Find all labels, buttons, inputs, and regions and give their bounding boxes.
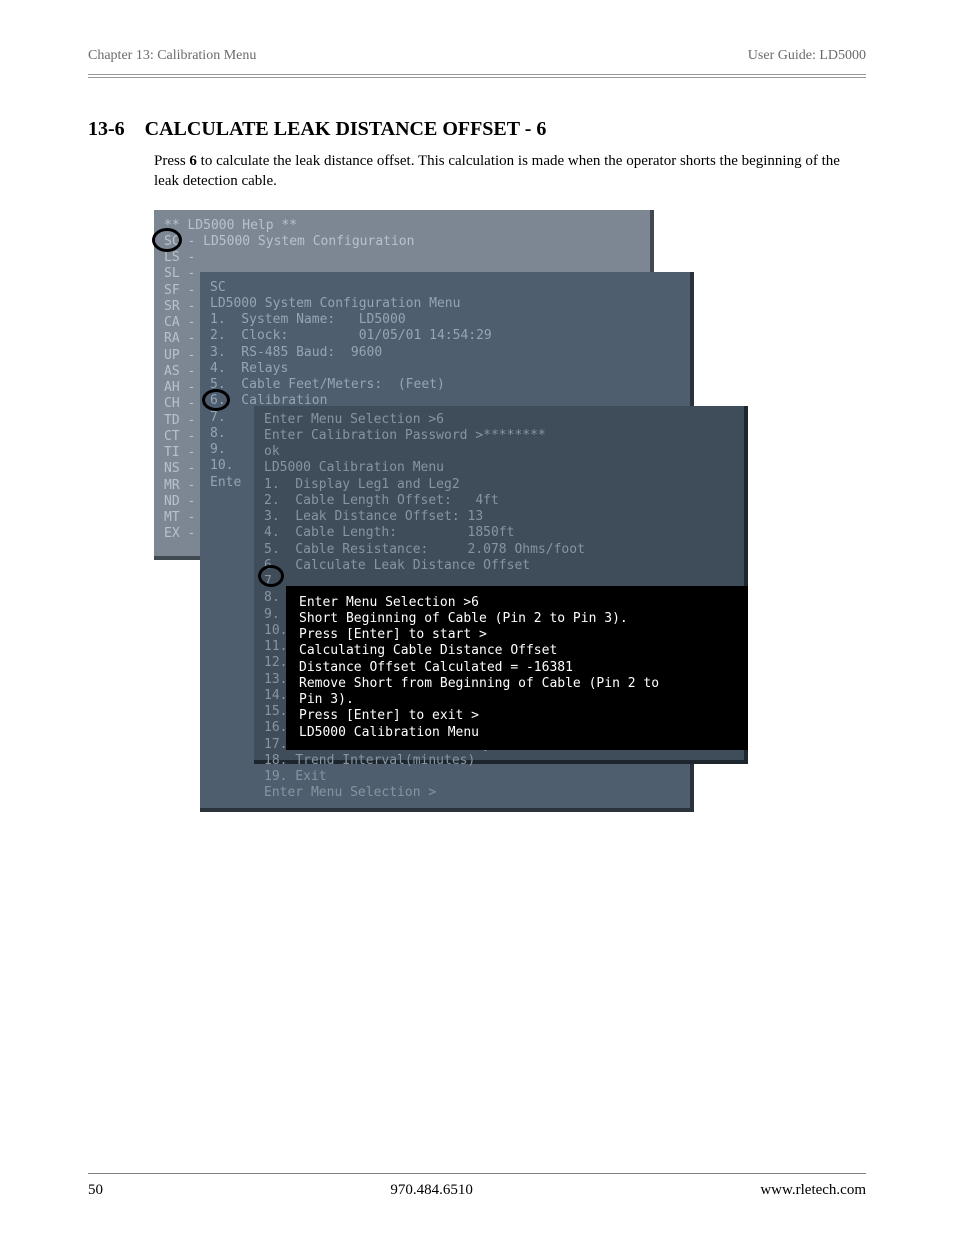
callout-circle-cal6 xyxy=(258,565,284,587)
footer-url: www.rletech.com xyxy=(760,1182,866,1199)
callout-circle-sc xyxy=(152,228,182,252)
section-number: 13-6 xyxy=(88,118,125,141)
page-header: Chapter 13: Calibration Menu User Guide:… xyxy=(88,48,866,72)
section-heading: 13-6 CALCULATE LEAK DISTANCE OFFSET - 6 xyxy=(88,118,866,141)
header-left: Chapter 13: Calibration Menu xyxy=(88,48,256,64)
header-right: User Guide: LD5000 xyxy=(748,48,866,64)
section-body: Press 6 to calculate the leak distance o… xyxy=(154,151,866,192)
header-rule xyxy=(88,74,866,75)
header-rule-2 xyxy=(88,77,866,78)
footer-phone: 970.484.6510 xyxy=(390,1182,473,1199)
callout-circle-menu6 xyxy=(202,389,230,411)
terminal-panel-output: Enter Menu Selection >6 Short Beginning … xyxy=(286,586,748,750)
body-suffix: to calculate the leak distance offset. T… xyxy=(154,153,840,189)
page: Chapter 13: Calibration Menu User Guide:… xyxy=(0,0,954,1235)
page-footer: 50 970.484.6510 www.rletech.com xyxy=(88,1173,866,1199)
body-bold-key: 6 xyxy=(189,153,197,169)
footer-page: 50 xyxy=(88,1182,103,1199)
section-title: CALCULATE LEAK DISTANCE OFFSET - 6 xyxy=(145,118,547,141)
terminal-figure: ** LD5000 Help ** SC - LD5000 System Con… xyxy=(154,210,754,810)
body-prefix: Press xyxy=(154,153,189,169)
